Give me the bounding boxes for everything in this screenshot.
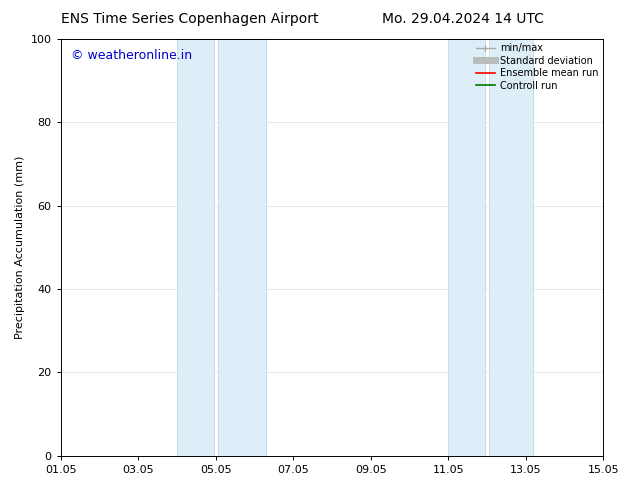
Bar [177,39,214,456]
Text: ENS Time Series Copenhagen Airport: ENS Time Series Copenhagen Airport [61,12,319,26]
Bar [217,39,266,456]
Legend: min/max, Standard deviation, Ensemble mean run, Controll run: min/max, Standard deviation, Ensemble me… [474,42,600,93]
Bar [448,39,485,456]
Y-axis label: Precipitation Accumulation (mm): Precipitation Accumulation (mm) [15,156,25,339]
Text: Mo. 29.04.2024 14 UTC: Mo. 29.04.2024 14 UTC [382,12,544,26]
Text: © weatheronline.in: © weatheronline.in [72,49,193,62]
Bar [489,39,533,456]
